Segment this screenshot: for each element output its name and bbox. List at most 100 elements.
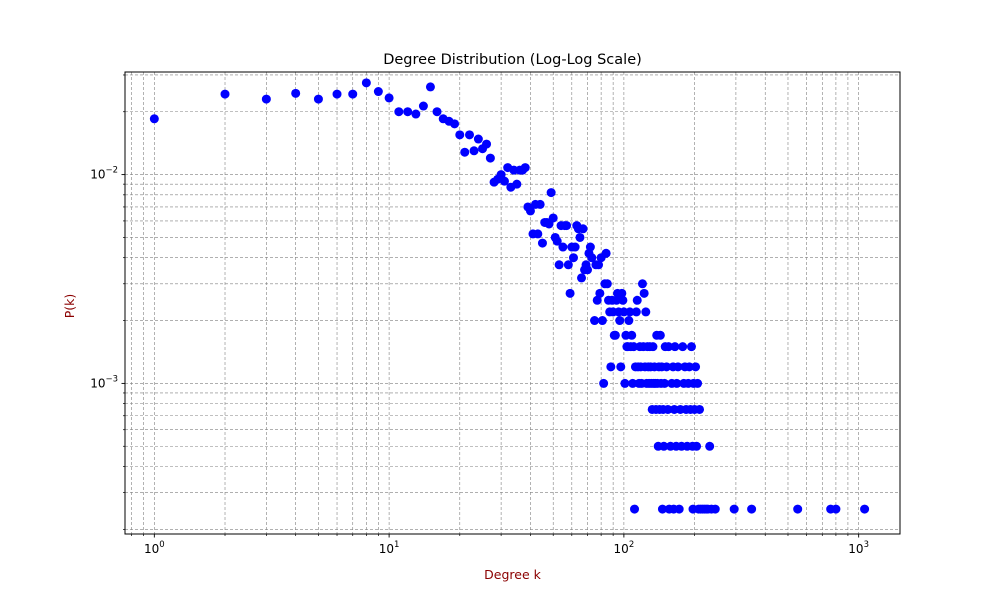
y-tick-label: 10−3 [90,374,118,390]
data-point [348,89,358,99]
data-point [411,109,421,119]
data-point [565,288,575,298]
data-point [860,504,870,514]
data-point [482,139,492,149]
data-point [587,253,597,263]
data-point [525,206,535,216]
data-point [628,378,638,388]
data-point [691,362,701,372]
data-point [686,342,696,352]
data-point [597,316,607,326]
data-point [425,82,435,92]
data-point [657,504,667,514]
data-point [535,199,545,209]
points-layer [149,78,870,514]
data-point [558,242,568,252]
grid-layer [125,72,900,534]
data-point [552,236,562,246]
data-point [469,146,479,156]
data-point [562,221,572,231]
data-point [660,378,670,388]
data-point [485,153,495,163]
data-point [693,378,703,388]
data-point [637,279,647,289]
data-point [520,163,530,173]
data-point [432,107,442,117]
data-point [629,342,639,352]
data-point [403,107,413,117]
data-point [473,134,483,144]
data-point [554,260,564,270]
data-point [601,248,611,258]
data-point [630,504,640,514]
data-point [684,362,694,372]
data-point [313,94,323,104]
data-point [606,362,616,372]
x-tick-label: 101 [379,540,400,556]
data-point [631,307,641,317]
data-point [662,362,672,372]
data-point [648,342,658,352]
tick-layer: 100 101 102 103 10−3 10−2 [90,74,869,556]
data-point [664,342,674,352]
data-point [563,260,573,270]
data-point [620,378,630,388]
data-point [455,130,465,140]
data-point [610,330,620,340]
data-point [361,78,371,88]
data-point [546,188,556,198]
x-tick-label: 102 [614,540,635,556]
data-point [583,265,593,275]
data-point [568,253,578,263]
data-point [590,316,600,326]
data-point [672,378,682,388]
data-point [705,441,715,451]
data-point [594,260,604,270]
data-point [670,342,680,352]
data-point [577,273,587,283]
data-point [460,147,470,157]
data-point [373,87,383,97]
data-point [578,224,588,234]
data-point [831,504,841,514]
chart-title: Degree Distribution (Log-Log Scale) [383,52,642,68]
x-tick-label: 103 [848,540,869,556]
data-point [384,93,394,103]
data-point [625,307,635,317]
data-point [394,107,404,117]
data-point [261,94,271,104]
y-tick-label: 10−2 [90,166,118,182]
data-point [655,330,665,340]
data-point [674,504,684,514]
data-point [710,504,720,514]
data-point [465,130,475,140]
data-point [624,316,634,326]
data-point [291,88,301,98]
data-point [220,89,230,99]
data-point [663,404,673,414]
data-point [627,330,637,340]
data-point [793,504,803,514]
data-point [611,295,621,305]
data-point [615,316,625,326]
data-point [595,288,605,298]
data-point [729,504,739,514]
x-tick-label: 100 [144,540,165,556]
data-point [659,441,669,451]
data-point [570,242,580,252]
data-point [585,242,595,252]
data-point [418,101,428,111]
y-axis-label: P(k) [62,294,77,319]
data-point [602,279,612,289]
data-point [537,238,547,248]
data-point [450,119,460,129]
data-point [673,362,683,372]
data-point [616,362,626,372]
data-point [632,295,642,305]
data-point [747,504,757,514]
data-point [641,307,651,317]
data-point [617,288,627,298]
data-point [548,213,558,223]
